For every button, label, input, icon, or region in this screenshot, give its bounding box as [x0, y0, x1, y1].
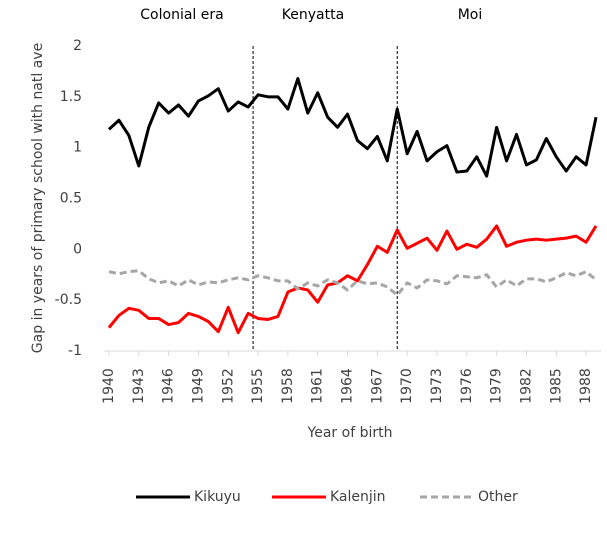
x-tick-label: 1946 — [161, 368, 177, 404]
era-annotation: Moi — [458, 7, 483, 23]
x-tick-label: 1973 — [429, 368, 445, 404]
x-tick-label: 1982 — [518, 368, 534, 404]
x-axis-label: Year of birth — [307, 425, 393, 441]
x-tick-label: 1961 — [310, 368, 326, 404]
series-line — [107, 77, 598, 178]
y-tick-label: -0.5 — [55, 292, 82, 308]
series-line — [107, 224, 598, 335]
x-tick-label: 1955 — [250, 368, 266, 404]
y-tick-label: 0 — [73, 241, 82, 257]
legend-label: Kikuyu — [194, 489, 241, 505]
x-tick-label: 1985 — [548, 368, 564, 404]
series-line — [108, 269, 597, 297]
x-tick-label: 1970 — [399, 368, 415, 404]
x-tick-label: 1943 — [131, 368, 147, 404]
x-tick-label: 1958 — [280, 368, 296, 404]
x-tick-label: 1940 — [101, 368, 117, 404]
y-tick-label: 1 — [73, 140, 82, 156]
x-tick-label: 1949 — [190, 368, 206, 404]
y-tick-label: -1 — [68, 343, 82, 359]
x-tick-label: 1964 — [340, 368, 356, 404]
era-annotation: Colonial era — [140, 7, 223, 23]
legend-label: Kalenjin — [330, 489, 386, 505]
x-tick-label: 1979 — [489, 368, 505, 404]
x-tick-label: 1967 — [369, 368, 385, 404]
y-tick-label: 2 — [73, 38, 82, 54]
x-tick-label: 1952 — [220, 368, 236, 404]
legend-label: Other — [478, 489, 518, 505]
x-tick-label: 1988 — [578, 368, 594, 404]
x-tick-label: 1976 — [459, 368, 475, 404]
y-tick-label: 0.5 — [60, 191, 82, 207]
era-annotation: Kenyatta — [282, 7, 344, 23]
y-axis-label: Gap in years of primary school with natl… — [30, 43, 46, 353]
y-tick-label: 1.5 — [60, 89, 82, 105]
